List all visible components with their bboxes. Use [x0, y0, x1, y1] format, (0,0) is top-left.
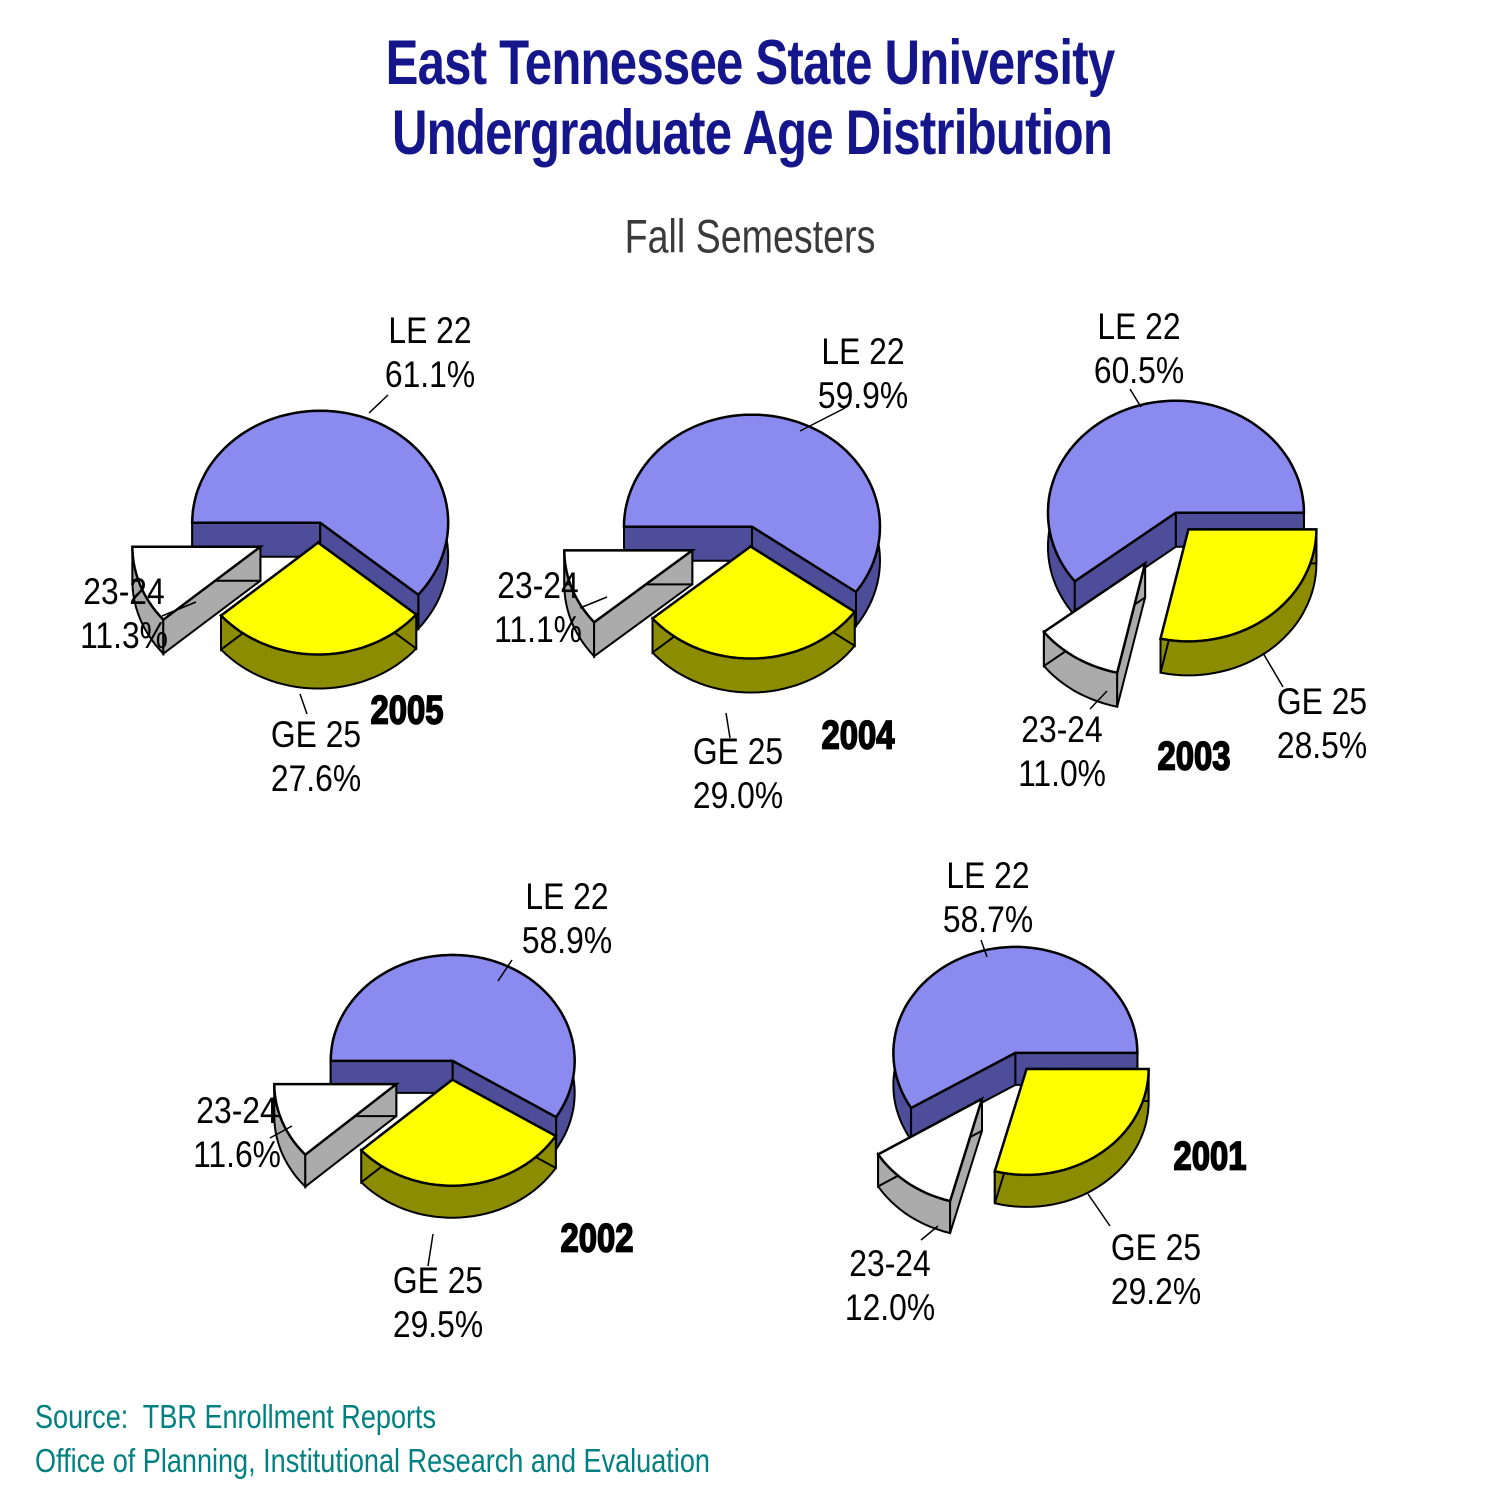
slice-percent: 28.5%	[1276, 725, 1368, 766]
pie-2002-year-label: 2002	[560, 1216, 634, 1262]
source-line2: Office of Planning, Institutional Resear…	[35, 1442, 710, 1479]
slice-name: GE 25	[270, 714, 362, 755]
pie-2001-year-label: 2001	[1173, 1134, 1247, 1180]
slice-percent: 60.5%	[1093, 350, 1185, 391]
pie-2001-label-2324: 23-24 12.0%	[845, 1242, 935, 1330]
pie-2001-label-ge25: GE 25 29.2%	[1111, 1226, 1201, 1314]
slice-percent: 61.1%	[384, 354, 476, 395]
slice-name: LE 22	[821, 331, 905, 372]
chart-title-line1: East Tennessee State University	[385, 28, 1116, 98]
slice-percent: 11.3%	[80, 615, 168, 656]
pie-2004-year-label: 2004	[821, 713, 895, 759]
pie-2003-label-ge25: GE 25 28.5%	[1277, 680, 1367, 768]
slice-name: 23-24	[1021, 709, 1103, 750]
slice-percent: 59.9%	[817, 375, 909, 416]
pie-2004-label-le22: LE 22 59.9%	[818, 330, 908, 418]
slice-percent: 29.2%	[1110, 1271, 1202, 1312]
pie-2005-label-2324: 23-24 11.3%	[80, 570, 168, 658]
slice-name: GE 25	[1276, 681, 1368, 722]
pie-2005-label-ge25: GE 25 27.6%	[271, 713, 361, 801]
pie-2005-year-label: 2005	[370, 688, 444, 734]
slice-percent: 58.9%	[521, 920, 613, 961]
slice-percent: 11.6%	[193, 1134, 281, 1175]
pie-2002-label-2324: 23-24 11.6%	[193, 1089, 281, 1177]
slice-name: GE 25	[692, 731, 784, 772]
slice-name: GE 25	[1110, 1227, 1202, 1268]
chart-subtitle: Fall Semesters	[624, 209, 876, 263]
pie-2003-label-le22: LE 22 60.5%	[1094, 305, 1184, 393]
slice-percent: 29.5%	[392, 1304, 484, 1345]
source-line1: Source: TBR Enrollment Reports	[35, 1398, 437, 1435]
slice-percent: 27.6%	[270, 758, 362, 799]
slice-name: LE 22	[388, 310, 472, 351]
slice-percent: 11.1%	[494, 609, 582, 650]
slice-name: LE 22	[525, 876, 609, 917]
pie-2005-label-le22: LE 22 61.1%	[385, 309, 475, 397]
slice-name: 23-24	[83, 571, 165, 612]
pie-2002-label-le22: LE 22 58.9%	[522, 875, 612, 963]
pie-2002-label-ge25: GE 25 29.5%	[393, 1259, 483, 1347]
slice-name: LE 22	[1097, 306, 1181, 347]
pie-2003-label-2324: 23-24 11.0%	[1018, 708, 1106, 796]
pie-2003-year-label: 2003	[1157, 734, 1231, 780]
pie-2004-label-2324: 23-24 11.1%	[494, 564, 582, 652]
slice-name: LE 22	[946, 855, 1030, 896]
pie-2001-label-le22: LE 22 58.7%	[943, 854, 1033, 942]
slice-percent: 58.7%	[942, 899, 1034, 940]
slice-percent: 11.0%	[1018, 753, 1106, 794]
pie-2004-label-ge25: GE 25 29.0%	[693, 730, 783, 818]
slice-name: 23-24	[196, 1090, 278, 1131]
slice-percent: 29.0%	[692, 775, 784, 816]
slice-name: GE 25	[392, 1260, 484, 1301]
chart-title-line2: Undergraduate Age Distribution	[391, 98, 1113, 168]
slice-name: 23-24	[849, 1243, 931, 1284]
slice-percent: 12.0%	[844, 1287, 936, 1328]
slice-name: 23-24	[497, 565, 579, 606]
